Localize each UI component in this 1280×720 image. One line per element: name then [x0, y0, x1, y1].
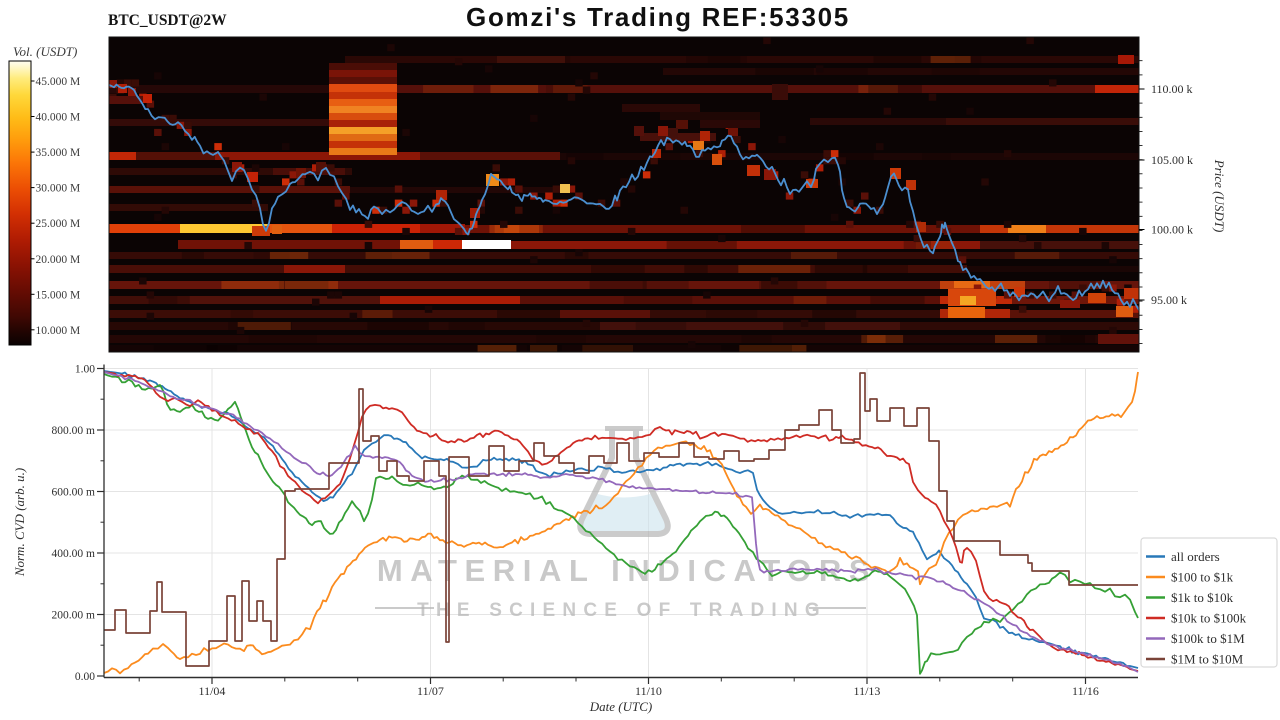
svg-text:25.000 M: 25.000 M: [36, 218, 81, 230]
svg-text:1.00: 1.00: [75, 364, 95, 376]
svg-text:0.00: 0.00: [75, 671, 95, 683]
svg-text:$10k to $100k: $10k to $100k: [1171, 611, 1247, 626]
svg-text:BTC_USDT@2W: BTC_USDT@2W: [108, 12, 227, 29]
svg-text:$100k to $1M: $100k to $1M: [1171, 631, 1245, 646]
svg-text:11/07: 11/07: [417, 684, 444, 698]
svg-text:11/13: 11/13: [854, 684, 881, 698]
svg-text:11/04: 11/04: [199, 684, 226, 698]
svg-text:THE SCIENCE OF TRADING: THE SCIENCE OF TRADING: [417, 600, 827, 621]
svg-text:Gomzi's Trading REF:53305: Gomzi's Trading REF:53305: [466, 2, 850, 32]
svg-text:10.000 M: 10.000 M: [36, 325, 81, 337]
svg-text:all orders: all orders: [1171, 549, 1220, 564]
svg-text:$1k to $10k: $1k to $10k: [1171, 590, 1234, 605]
svg-text:$100 to $1k: $100 to $1k: [1171, 570, 1234, 585]
svg-text:95.00 k: 95.00 k: [1151, 293, 1187, 307]
svg-text:110.00 k: 110.00 k: [1151, 82, 1193, 96]
svg-text:30.000 M: 30.000 M: [36, 183, 81, 195]
svg-text:Date (UTC): Date (UTC): [589, 699, 652, 714]
svg-text:Price (USDT): Price (USDT): [1212, 159, 1227, 233]
svg-text:100.00 k: 100.00 k: [1151, 223, 1193, 237]
svg-text:Norm. CVD (arb. u.): Norm. CVD (arb. u.): [12, 468, 27, 577]
svg-text:20.000 M: 20.000 M: [36, 254, 81, 266]
svg-text:15.000 M: 15.000 M: [36, 289, 81, 301]
svg-text:105.00 k: 105.00 k: [1151, 153, 1193, 167]
svg-text:40.000 M: 40.000 M: [36, 112, 81, 124]
svg-text:35.000 M: 35.000 M: [36, 147, 81, 159]
svg-text:$1M to $10M: $1M to $10M: [1171, 652, 1244, 667]
svg-text:800.00 m: 800.00 m: [52, 425, 96, 437]
svg-text:Vol. (USDT): Vol. (USDT): [13, 44, 77, 59]
svg-text:11/16: 11/16: [1072, 684, 1099, 698]
svg-text:11/10: 11/10: [635, 684, 662, 698]
svg-text:600.00 m: 600.00 m: [52, 487, 96, 499]
svg-text:200.00 m: 200.00 m: [52, 610, 96, 622]
svg-text:400.00 m: 400.00 m: [52, 548, 96, 560]
svg-text:45.000 M: 45.000 M: [36, 76, 81, 88]
